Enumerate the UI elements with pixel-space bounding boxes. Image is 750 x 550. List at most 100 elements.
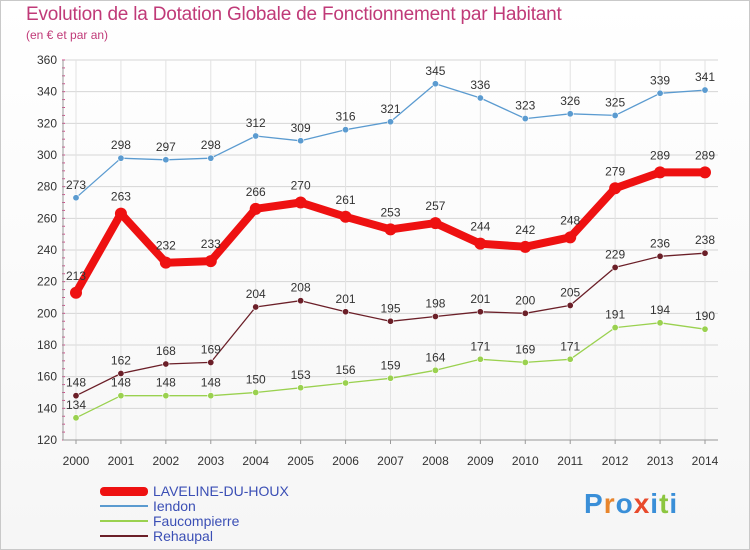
data-point-iendon-2010 [521, 115, 529, 123]
y-tick-label-300: 300 [37, 148, 57, 162]
y-tick-label-320: 320 [37, 116, 57, 130]
data-point-rehaupal-2011 [566, 301, 574, 309]
data-point-iendon-2013 [656, 89, 664, 97]
data-point-iendon-2008 [431, 80, 439, 88]
data-label-laveline-2011: 248 [560, 213, 580, 227]
data-point-iendon-2007 [386, 118, 394, 126]
data-point-laveline-2011 [564, 231, 577, 244]
data-label-laveline-2009: 244 [470, 220, 490, 234]
data-point-laveline-2012 [609, 182, 622, 195]
data-label-laveline-2007: 253 [380, 205, 400, 219]
data-point-rehaupal-2000 [72, 392, 80, 400]
data-label-iendon-2013: 339 [650, 73, 670, 87]
data-point-laveline-2010 [519, 240, 532, 253]
data-label-rehaupal-2013: 236 [650, 236, 670, 250]
data-point-iendon-2011 [566, 110, 574, 118]
data-label-iendon-2010: 323 [515, 99, 535, 113]
legend-label-iendon: Iendon [153, 498, 196, 514]
data-point-rehaupal-2012 [611, 263, 619, 271]
y-tick-label-260: 260 [37, 211, 57, 225]
x-tick-label-2008: 2008 [422, 454, 449, 468]
legend-label-faucompierre: Faucompierre [153, 513, 240, 529]
data-point-faucompierre-2005 [297, 384, 305, 392]
data-point-rehaupal-2003 [207, 358, 215, 366]
data-point-rehaupal-2006 [342, 308, 350, 316]
data-point-faucompierre-2009 [476, 355, 484, 363]
data-label-iendon-2006: 316 [336, 110, 356, 124]
data-label-iendon-2014: 341 [695, 70, 715, 84]
data-label-faucompierre-2011: 171 [560, 339, 580, 353]
data-label-rehaupal-2003: 169 [201, 342, 221, 356]
data-label-iendon-2003: 298 [201, 138, 221, 152]
data-label-iendon-2001: 298 [111, 138, 131, 152]
data-label-faucompierre-2007: 159 [380, 358, 400, 372]
proxiti-logo: Proxiti [584, 488, 678, 520]
x-tick-label-2002: 2002 [153, 454, 180, 468]
data-label-faucompierre-2000: 134 [66, 398, 86, 412]
data-label-iendon-2005: 309 [291, 121, 311, 135]
data-label-rehaupal-2007: 195 [380, 301, 400, 315]
data-point-iendon-2012 [611, 111, 619, 119]
data-point-laveline-2014 [699, 166, 711, 179]
logo-letter: i [650, 488, 660, 519]
data-label-laveline-2014: 289 [695, 148, 715, 162]
logo-letter: r [603, 488, 616, 519]
data-label-faucompierre-2009: 171 [470, 339, 490, 353]
y-tick-label-120: 120 [37, 433, 57, 447]
data-label-rehaupal-2001: 162 [111, 354, 131, 368]
data-point-iendon-2014 [701, 86, 709, 94]
data-label-iendon-2004: 312 [246, 116, 266, 130]
data-label-iendon-2000: 273 [66, 178, 86, 192]
data-point-rehaupal-2005 [297, 297, 305, 305]
data-label-rehaupal-2006: 201 [336, 292, 356, 306]
data-label-iendon-2007: 321 [380, 102, 400, 116]
data-point-iendon-2004 [252, 132, 260, 140]
series-layer [70, 80, 711, 422]
y-tick-label-140: 140 [37, 401, 57, 415]
data-label-rehaupal-2014: 238 [695, 233, 715, 247]
x-tick-label-2011: 2011 [557, 454, 583, 468]
data-point-rehaupal-2009 [476, 308, 484, 316]
data-label-laveline-2001: 263 [111, 190, 131, 204]
data-label-faucompierre-2003: 148 [201, 376, 221, 390]
data-label-iendon-2008: 345 [425, 64, 445, 78]
data-label-faucompierre-2002: 148 [156, 376, 176, 390]
data-label-laveline-2012: 279 [605, 164, 625, 178]
data-label-laveline-2013: 289 [650, 148, 670, 162]
chart-subtitle: (en € et par an) [26, 28, 109, 42]
data-point-iendon-2006 [342, 126, 350, 134]
data-point-iendon-2002 [162, 156, 170, 164]
y-tick-label-340: 340 [37, 85, 57, 99]
data-point-faucompierre-2008 [431, 366, 439, 374]
data-label-rehaupal-2004: 204 [246, 287, 266, 301]
data-label-faucompierre-2014: 190 [695, 309, 715, 323]
data-point-laveline-2006 [339, 210, 352, 223]
data-label-laveline-2003: 233 [201, 237, 221, 251]
data-point-laveline-2003 [204, 255, 217, 268]
data-label-faucompierre-2010: 169 [515, 342, 535, 356]
data-label-laveline-2010: 242 [515, 223, 535, 237]
data-point-rehaupal-2010 [521, 309, 529, 317]
data-point-rehaupal-2004 [252, 303, 260, 311]
logo-letter: P [584, 488, 604, 519]
data-label-rehaupal-2011: 205 [560, 285, 580, 299]
y-tick-label-200: 200 [37, 306, 57, 320]
data-label-laveline-2008: 257 [425, 199, 445, 213]
data-label-laveline-2004: 266 [246, 185, 266, 199]
data-label-faucompierre-2013: 194 [650, 303, 670, 317]
data-point-faucompierre-2002 [162, 392, 170, 400]
data-label-iendon-2011: 326 [560, 94, 580, 108]
data-label-iendon-2009: 336 [470, 78, 490, 92]
x-tick-label-2010: 2010 [512, 454, 539, 468]
data-label-faucompierre-2008: 164 [425, 350, 445, 364]
y-tick-label-220: 220 [37, 275, 57, 289]
data-point-faucompierre-2000 [72, 414, 80, 422]
data-point-iendon-2009 [476, 94, 484, 102]
data-point-faucompierre-2001 [117, 392, 125, 400]
x-tick-label-2003: 2003 [197, 454, 224, 468]
y-tick-label-160: 160 [37, 370, 57, 384]
x-tick-label-2000: 2000 [63, 454, 90, 468]
data-label-faucompierre-2005: 153 [291, 368, 311, 382]
data-label-laveline-2005: 270 [291, 179, 311, 193]
data-point-laveline-2001 [114, 207, 127, 220]
